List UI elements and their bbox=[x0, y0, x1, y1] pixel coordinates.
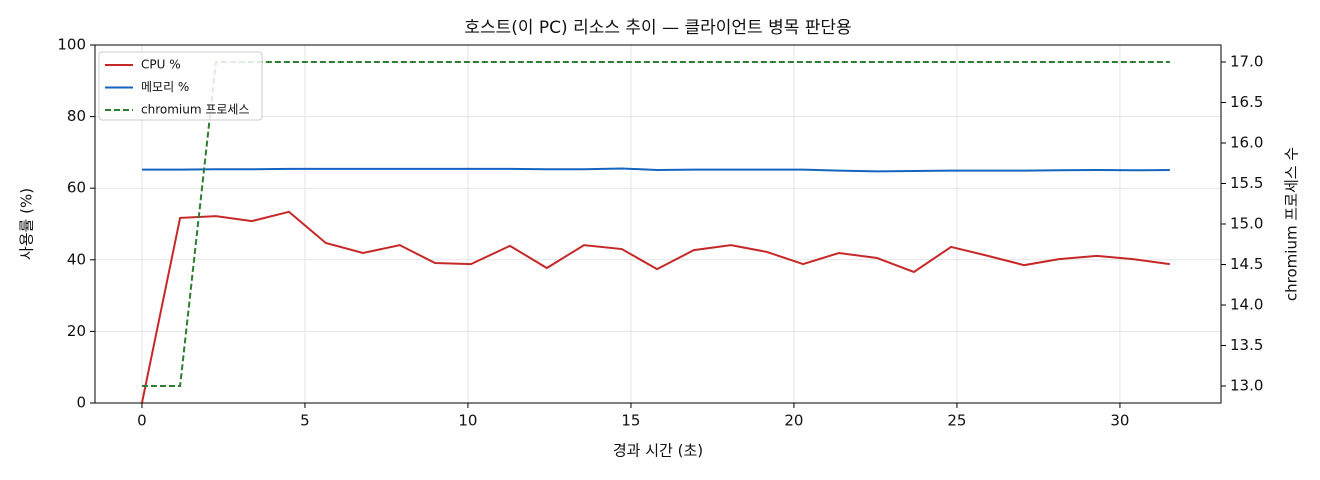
y-tick-label: 80 bbox=[67, 107, 86, 125]
legend-label: chromium 프로세스 bbox=[141, 103, 250, 117]
series-line bbox=[140, 210, 1170, 404]
y-tick-label: 100 bbox=[57, 36, 86, 54]
y2-tick-label: 15.0 bbox=[1230, 215, 1263, 233]
x-tick-label: 5 bbox=[300, 412, 310, 430]
y2-tick-label: 15.5 bbox=[1230, 174, 1263, 192]
plot-frame bbox=[94, 44, 1222, 404]
y-tick-label: 20 bbox=[67, 322, 86, 340]
y2-tick-label: 13.5 bbox=[1230, 336, 1263, 354]
series-line bbox=[141, 61, 1170, 387]
x-tick-label: 10 bbox=[458, 412, 477, 430]
x-axis-label: 경과 시간 (초) bbox=[613, 442, 703, 460]
y-tick-label: 40 bbox=[67, 250, 86, 268]
y2-tick-label: 14.0 bbox=[1230, 295, 1263, 313]
y2-tick-label: 17.0 bbox=[1230, 53, 1263, 71]
legend-label: 메모리 % bbox=[141, 80, 189, 94]
y2-tick-label: 14.5 bbox=[1230, 255, 1263, 273]
y2-tick-label: 16.0 bbox=[1230, 134, 1263, 152]
x-tick-label: 25 bbox=[947, 412, 966, 430]
y2-axis-label: chromium 프로세스 수 bbox=[1283, 147, 1301, 301]
legend-box bbox=[98, 51, 263, 121]
y2-tick-label: 16.5 bbox=[1230, 93, 1263, 111]
y-tick-label: 0 bbox=[76, 394, 86, 412]
x-tick-label: 30 bbox=[1110, 412, 1129, 430]
y-tick-label: 60 bbox=[67, 179, 86, 197]
legend-label: CPU % bbox=[141, 58, 181, 72]
x-tick-label: 0 bbox=[137, 412, 147, 430]
x-tick-label: 15 bbox=[621, 412, 640, 430]
chart-title: 호스트(이 PC) 리소스 추이 — 클라이언트 병목 판단용 bbox=[464, 18, 851, 38]
y-axis-label: 사용률 (%) bbox=[18, 188, 36, 260]
x-tick-label: 20 bbox=[784, 412, 803, 430]
series-line bbox=[141, 167, 1170, 173]
y2-tick-label: 13.0 bbox=[1230, 376, 1263, 394]
